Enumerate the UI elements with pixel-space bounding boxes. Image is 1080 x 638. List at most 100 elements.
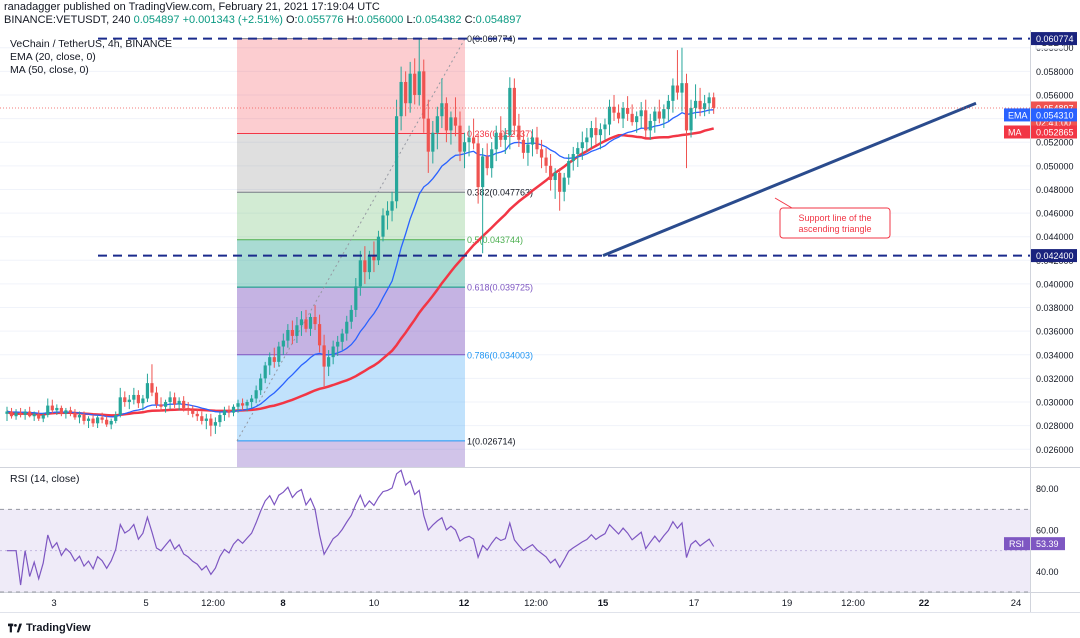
candle-body xyxy=(453,117,458,126)
candle-body xyxy=(109,420,113,425)
candle-body xyxy=(250,398,254,403)
candle-body xyxy=(327,357,331,367)
candle-body xyxy=(145,383,150,399)
candle-body xyxy=(64,410,68,414)
candle-body xyxy=(154,392,159,405)
candle-body xyxy=(100,417,104,420)
price-badge-label: 0.042400 xyxy=(1036,251,1074,261)
candle-body xyxy=(231,406,236,413)
rsi-legend[interactable]: RSI (14, close) xyxy=(10,473,80,485)
candle-body xyxy=(494,132,498,150)
candle-body xyxy=(630,113,634,123)
candle-body xyxy=(544,157,548,166)
candle-body xyxy=(549,165,553,180)
candle-body xyxy=(168,397,172,403)
candle-body xyxy=(317,324,322,346)
candle-body xyxy=(662,109,666,119)
candle-body xyxy=(530,137,535,145)
candle-body xyxy=(612,106,616,113)
candle-body xyxy=(254,390,258,399)
candle-body xyxy=(118,397,122,416)
indicator-tag-label: MA xyxy=(1008,127,1022,137)
candle-body xyxy=(553,172,557,180)
candle-body xyxy=(9,411,14,417)
fib-level-label: 1(0.026714) xyxy=(467,436,516,446)
candle-body xyxy=(50,405,54,411)
candle-body xyxy=(666,100,670,110)
tradingview-brand: TradingView xyxy=(26,622,91,634)
candle-body xyxy=(204,418,208,421)
ema-legend[interactable]: EMA (20, close, 0) xyxy=(10,51,96,63)
candle-body xyxy=(132,394,136,400)
candle-body xyxy=(684,83,689,131)
y-tick-label: 0.044000 xyxy=(1036,232,1074,242)
candle-body xyxy=(290,329,294,336)
candle-body xyxy=(73,412,77,418)
x-tick-label: 12 xyxy=(459,598,470,609)
candle-body xyxy=(91,418,95,424)
indicator-tag xyxy=(1004,108,1030,122)
indicator-tag-label: EMA xyxy=(1008,110,1028,120)
candle-body xyxy=(59,407,63,414)
rsi-tag-label: RSI xyxy=(1009,539,1024,549)
candle-body xyxy=(707,97,711,104)
candle-body xyxy=(354,286,358,310)
ma-legend[interactable]: MA (50, close, 0) xyxy=(10,64,89,76)
candle-body xyxy=(186,407,190,411)
price-badge xyxy=(1031,108,1077,122)
candle-body xyxy=(503,135,507,140)
candle-body xyxy=(426,118,430,152)
candle-body xyxy=(639,110,643,117)
candle-body xyxy=(621,107,625,119)
price-badge xyxy=(1031,32,1077,46)
rsi-value-label: 53.39 xyxy=(1036,539,1059,549)
candle-body xyxy=(299,319,304,326)
candle-body xyxy=(558,172,562,192)
fib-zone xyxy=(237,239,465,288)
candle-body xyxy=(449,117,453,131)
y-tick-label: 0.056000 xyxy=(1036,90,1074,100)
candle-body xyxy=(272,357,276,362)
tradingview-footer[interactable]: TradingView xyxy=(8,622,91,634)
candle-body xyxy=(462,142,467,152)
candle-body xyxy=(96,417,100,424)
candle-body xyxy=(413,73,417,95)
candle-body xyxy=(308,317,313,329)
y-tick-label: 0.046000 xyxy=(1036,209,1074,219)
candle-body xyxy=(163,402,168,407)
candle-body xyxy=(191,410,195,414)
indicator-tag xyxy=(1004,125,1030,139)
candle-body xyxy=(240,403,245,406)
fib-zone xyxy=(237,440,465,467)
fib-zone xyxy=(237,192,465,240)
last-price: 0.054897 xyxy=(133,14,180,26)
y-tick-label: 0.050000 xyxy=(1036,161,1074,171)
rsi-y-tick-label: 40.00 xyxy=(1036,567,1059,577)
candle-body xyxy=(55,407,59,411)
x-tick-label: 22 xyxy=(919,598,930,609)
candle-body xyxy=(385,210,390,216)
ohlc-line: BINANCE:VETUSDT, 240 0.054897 +0.001343 … xyxy=(4,14,522,26)
candle-body xyxy=(222,410,227,416)
candle-body xyxy=(82,415,86,421)
y-tick-label: 0.028000 xyxy=(1036,421,1074,431)
ascending-support-trendline xyxy=(602,101,977,257)
candle-body xyxy=(567,161,571,178)
candle-body xyxy=(23,411,27,416)
candle-body xyxy=(245,402,249,406)
y-tick-label: 0.048000 xyxy=(1036,185,1074,195)
candle-body xyxy=(313,317,317,325)
high-value: 0.056000 xyxy=(357,14,404,26)
open-value: 0.055776 xyxy=(297,14,344,26)
candle-body xyxy=(580,142,584,149)
candle-body xyxy=(5,411,9,414)
candle-body xyxy=(390,201,394,211)
candle-body xyxy=(37,413,41,419)
candle-body xyxy=(236,403,240,407)
annotation-box xyxy=(779,207,891,239)
y-tick-label: 0.052000 xyxy=(1036,138,1074,148)
low-value: 0.054382 xyxy=(415,14,462,26)
candle-body xyxy=(585,137,589,143)
price-badge-label: 02:41:00 xyxy=(1036,118,1071,128)
